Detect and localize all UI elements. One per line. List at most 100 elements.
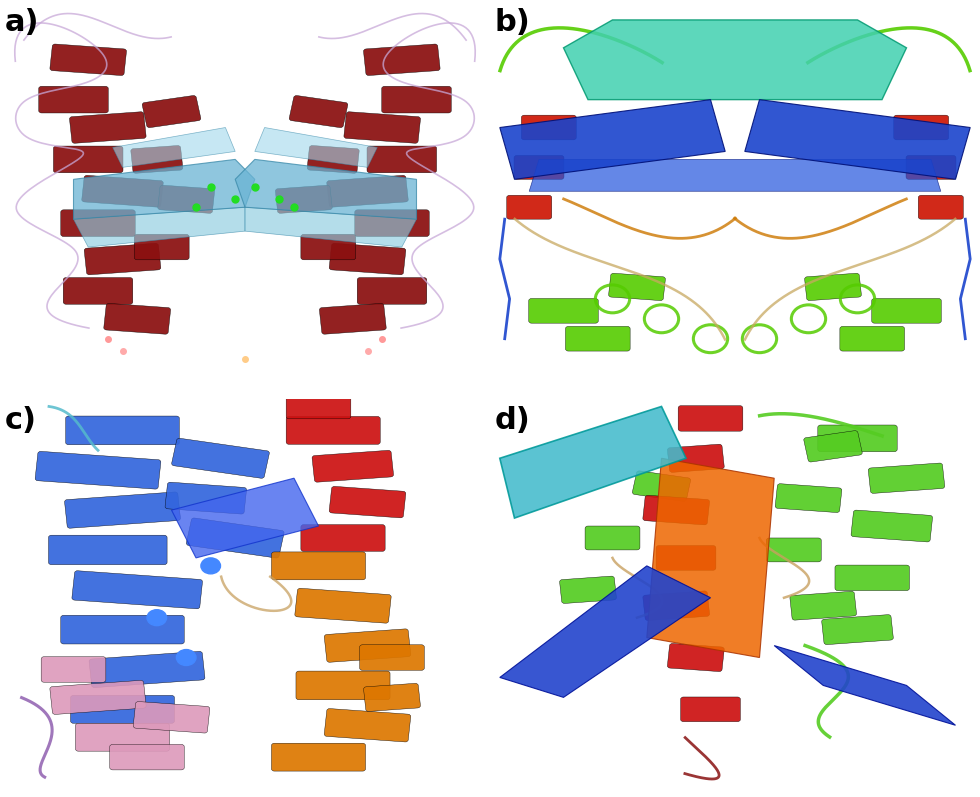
Polygon shape bbox=[500, 566, 710, 697]
FancyBboxPatch shape bbox=[286, 416, 380, 445]
FancyBboxPatch shape bbox=[84, 243, 161, 275]
FancyBboxPatch shape bbox=[307, 146, 360, 173]
FancyBboxPatch shape bbox=[75, 724, 170, 751]
FancyBboxPatch shape bbox=[609, 273, 665, 300]
Polygon shape bbox=[745, 100, 970, 179]
FancyBboxPatch shape bbox=[657, 545, 715, 571]
FancyBboxPatch shape bbox=[286, 395, 351, 419]
FancyBboxPatch shape bbox=[89, 651, 205, 688]
FancyBboxPatch shape bbox=[840, 327, 905, 351]
FancyBboxPatch shape bbox=[63, 277, 133, 304]
Text: a): a) bbox=[5, 8, 39, 37]
Circle shape bbox=[147, 610, 167, 626]
Circle shape bbox=[201, 558, 220, 574]
FancyBboxPatch shape bbox=[165, 482, 247, 514]
FancyBboxPatch shape bbox=[367, 146, 437, 173]
FancyBboxPatch shape bbox=[821, 614, 894, 645]
Circle shape bbox=[176, 650, 196, 665]
FancyBboxPatch shape bbox=[560, 576, 616, 603]
Polygon shape bbox=[74, 207, 245, 247]
FancyBboxPatch shape bbox=[50, 44, 126, 76]
FancyBboxPatch shape bbox=[35, 451, 161, 489]
FancyBboxPatch shape bbox=[643, 495, 710, 525]
FancyBboxPatch shape bbox=[49, 536, 167, 564]
FancyBboxPatch shape bbox=[81, 175, 164, 207]
FancyBboxPatch shape bbox=[319, 304, 386, 334]
FancyBboxPatch shape bbox=[805, 273, 861, 300]
Polygon shape bbox=[774, 646, 956, 725]
FancyBboxPatch shape bbox=[357, 277, 427, 304]
FancyBboxPatch shape bbox=[134, 234, 189, 260]
FancyBboxPatch shape bbox=[835, 565, 909, 591]
FancyBboxPatch shape bbox=[868, 463, 945, 493]
FancyBboxPatch shape bbox=[312, 450, 394, 482]
FancyBboxPatch shape bbox=[186, 518, 284, 558]
FancyBboxPatch shape bbox=[851, 510, 933, 542]
Text: d): d) bbox=[495, 406, 530, 435]
FancyBboxPatch shape bbox=[872, 299, 942, 324]
FancyBboxPatch shape bbox=[50, 681, 146, 714]
Polygon shape bbox=[235, 159, 416, 219]
FancyBboxPatch shape bbox=[53, 146, 123, 173]
FancyBboxPatch shape bbox=[804, 430, 862, 462]
FancyBboxPatch shape bbox=[133, 701, 210, 733]
FancyBboxPatch shape bbox=[72, 571, 203, 609]
Polygon shape bbox=[529, 159, 941, 191]
FancyBboxPatch shape bbox=[104, 304, 171, 334]
FancyBboxPatch shape bbox=[766, 538, 821, 562]
Text: c): c) bbox=[5, 406, 37, 435]
FancyBboxPatch shape bbox=[301, 524, 385, 552]
FancyBboxPatch shape bbox=[65, 492, 180, 528]
FancyBboxPatch shape bbox=[355, 210, 429, 237]
FancyBboxPatch shape bbox=[66, 416, 179, 445]
FancyBboxPatch shape bbox=[275, 185, 332, 214]
Polygon shape bbox=[500, 406, 686, 518]
FancyBboxPatch shape bbox=[894, 116, 949, 140]
FancyBboxPatch shape bbox=[667, 444, 724, 473]
FancyBboxPatch shape bbox=[142, 96, 201, 128]
FancyBboxPatch shape bbox=[329, 486, 406, 518]
Text: b): b) bbox=[495, 8, 530, 37]
FancyBboxPatch shape bbox=[41, 657, 106, 682]
FancyBboxPatch shape bbox=[71, 695, 174, 724]
FancyBboxPatch shape bbox=[790, 591, 857, 620]
FancyBboxPatch shape bbox=[680, 697, 741, 722]
Polygon shape bbox=[113, 128, 235, 167]
FancyBboxPatch shape bbox=[817, 425, 898, 452]
FancyBboxPatch shape bbox=[326, 175, 409, 207]
Polygon shape bbox=[255, 128, 377, 167]
FancyBboxPatch shape bbox=[667, 643, 724, 672]
FancyBboxPatch shape bbox=[39, 86, 108, 113]
FancyBboxPatch shape bbox=[296, 671, 390, 700]
FancyBboxPatch shape bbox=[295, 588, 391, 623]
FancyBboxPatch shape bbox=[301, 234, 356, 260]
FancyBboxPatch shape bbox=[61, 210, 135, 237]
FancyBboxPatch shape bbox=[529, 299, 598, 324]
FancyBboxPatch shape bbox=[643, 591, 710, 621]
Polygon shape bbox=[500, 100, 725, 179]
FancyBboxPatch shape bbox=[172, 438, 270, 478]
FancyBboxPatch shape bbox=[918, 195, 963, 219]
FancyBboxPatch shape bbox=[514, 155, 563, 179]
FancyBboxPatch shape bbox=[324, 709, 411, 742]
Polygon shape bbox=[564, 20, 907, 100]
FancyBboxPatch shape bbox=[775, 484, 842, 512]
FancyBboxPatch shape bbox=[678, 406, 743, 431]
FancyBboxPatch shape bbox=[289, 96, 348, 128]
FancyBboxPatch shape bbox=[565, 327, 630, 351]
FancyBboxPatch shape bbox=[70, 112, 146, 143]
FancyBboxPatch shape bbox=[521, 116, 576, 140]
FancyBboxPatch shape bbox=[585, 526, 640, 550]
FancyBboxPatch shape bbox=[632, 471, 691, 501]
Polygon shape bbox=[245, 207, 416, 247]
FancyBboxPatch shape bbox=[130, 146, 183, 173]
FancyBboxPatch shape bbox=[364, 44, 440, 76]
FancyBboxPatch shape bbox=[382, 86, 452, 113]
FancyBboxPatch shape bbox=[507, 195, 552, 219]
FancyBboxPatch shape bbox=[61, 615, 184, 644]
FancyBboxPatch shape bbox=[906, 155, 956, 179]
Polygon shape bbox=[172, 478, 318, 558]
FancyBboxPatch shape bbox=[110, 744, 184, 770]
Polygon shape bbox=[74, 159, 255, 219]
FancyBboxPatch shape bbox=[360, 645, 424, 670]
